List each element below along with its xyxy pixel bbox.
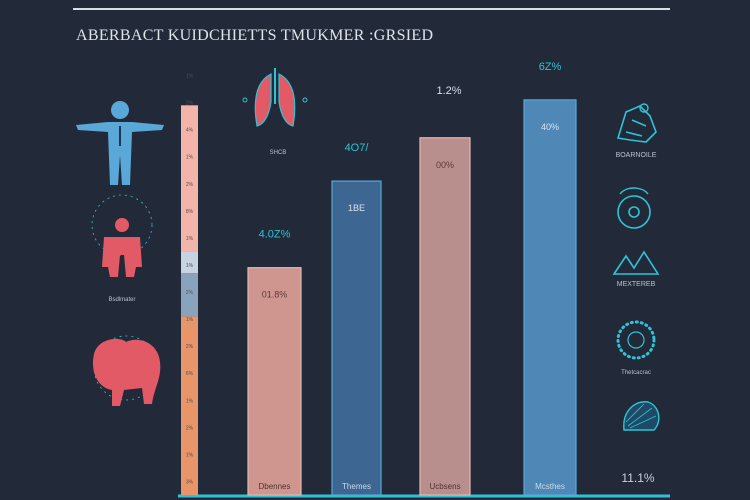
category-label: Mcsthes <box>535 482 565 491</box>
bar <box>419 137 471 496</box>
bar <box>247 267 302 496</box>
shell-label: 11.1% <box>621 471 654 485</box>
stack-tick-label: 1% <box>186 317 194 323</box>
bar-value-label: 4O7/ <box>345 142 370 154</box>
stack-tick-label: 1% <box>186 155 194 161</box>
stack-tick-label: 1% <box>186 74 194 80</box>
stack-tick-label: 1% <box>186 263 194 269</box>
stack-tick-label: 1% <box>186 398 194 404</box>
category-label: Ucbsens <box>429 482 460 491</box>
lungs-icon <box>242 68 308 127</box>
bar-series: 4.0Z% 01.8% Dbennes 4O7/1BE Themes 1.2% 00% Ucb… <box>247 61 577 496</box>
mountain-label: MEXTEREB <box>617 281 656 288</box>
bar-inner-label: 40% <box>541 122 559 132</box>
bar <box>331 180 382 496</box>
shell-icon <box>623 401 660 431</box>
stacked-column: 1% 2% 4% 1% 2% 8% 1% 1% 2% 1% 2% 6% 1% 2% 1% 3% <box>181 74 198 495</box>
body-outline-icon <box>76 101 164 185</box>
dotted-ring-icon <box>616 320 656 360</box>
stack-tick-label: 1% <box>186 452 194 458</box>
stack-tick-label: 4% <box>186 128 194 134</box>
stack-segment <box>181 251 198 274</box>
stack-segment <box>181 273 198 317</box>
circle-target-icon <box>617 187 651 229</box>
stack-tick-label: 3% <box>186 479 194 485</box>
stack-tick-label: 2% <box>186 290 194 296</box>
stack-segment <box>181 316 198 495</box>
bar-value-label: 4.0Z% <box>259 229 291 241</box>
organ-body-icon <box>91 194 153 277</box>
figure-icon <box>616 103 657 143</box>
dotted-ring-label: Thetcacrac <box>621 370 651 376</box>
organ-body-label: Bsdlmater <box>108 297 135 303</box>
stack-tick-label: 2% <box>186 344 194 350</box>
stack-tick-label: 2% <box>186 182 194 188</box>
stomach-icon <box>92 335 161 406</box>
category-label: Themes <box>342 482 371 491</box>
bar <box>523 99 577 496</box>
stack-tick-label: 2% <box>186 101 194 107</box>
category-label: Dbennes <box>258 482 290 491</box>
stack-tick-label: 1% <box>186 236 194 242</box>
bar-inner-label: 01.8% <box>262 290 288 300</box>
stack-segment <box>181 105 198 252</box>
bar-inner-label: 1BE <box>348 203 365 213</box>
stack-tick-label: 8% <box>186 209 194 215</box>
lungs-label: SHCB <box>270 150 287 156</box>
stack-tick-label: 2% <box>186 425 194 431</box>
bar-value-label: 1.2% <box>436 85 461 97</box>
bar-value-label: 6Z% <box>539 61 562 73</box>
bar-inner-label: 00% <box>436 160 454 170</box>
stack-tick-label: 6% <box>186 371 194 377</box>
mountain-icon <box>612 250 660 275</box>
chart-title: ABERBACT KUIDCHIETTS TMUKMER :GRSIED <box>76 27 433 44</box>
figure-label: BOARNOILE <box>616 152 657 159</box>
